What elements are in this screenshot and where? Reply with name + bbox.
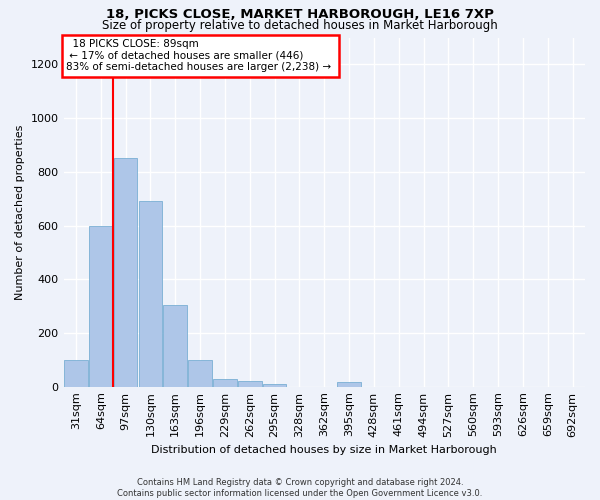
Bar (238, 381, 262, 386)
Text: Size of property relative to detached houses in Market Harborough: Size of property relative to detached ho… (102, 18, 498, 32)
Bar (337, 382, 361, 386)
Bar (188, 360, 212, 386)
Bar (114, 158, 137, 386)
Bar (263, 384, 286, 386)
Y-axis label: Number of detached properties: Number of detached properties (15, 124, 25, 300)
Bar (163, 305, 187, 386)
Text: 18 PICKS CLOSE: 89sqm  
 ← 17% of detached houses are smaller (446) 
83% of semi: 18 PICKS CLOSE: 89sqm ← 17% of detached … (66, 39, 335, 72)
Text: Contains HM Land Registry data © Crown copyright and database right 2024.
Contai: Contains HM Land Registry data © Crown c… (118, 478, 482, 498)
Bar (213, 378, 237, 386)
Bar (139, 202, 162, 386)
X-axis label: Distribution of detached houses by size in Market Harborough: Distribution of detached houses by size … (151, 445, 497, 455)
Text: 18, PICKS CLOSE, MARKET HARBOROUGH, LE16 7XP: 18, PICKS CLOSE, MARKET HARBOROUGH, LE16… (106, 8, 494, 20)
Bar (64, 360, 88, 386)
Bar (89, 226, 113, 386)
